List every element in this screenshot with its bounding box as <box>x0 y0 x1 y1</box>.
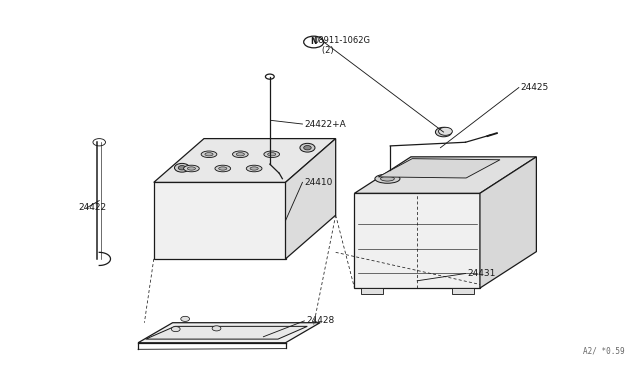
Ellipse shape <box>188 167 195 170</box>
Polygon shape <box>361 288 383 294</box>
Text: 24422+A: 24422+A <box>305 119 346 128</box>
Circle shape <box>435 127 452 137</box>
Polygon shape <box>154 182 285 259</box>
Ellipse shape <box>268 153 276 156</box>
Ellipse shape <box>250 167 258 170</box>
Circle shape <box>304 145 311 150</box>
Circle shape <box>212 326 221 331</box>
Ellipse shape <box>232 151 248 158</box>
Polygon shape <box>146 326 307 339</box>
Polygon shape <box>355 157 536 193</box>
Ellipse shape <box>445 161 468 169</box>
Circle shape <box>172 327 180 332</box>
Circle shape <box>175 163 189 172</box>
Ellipse shape <box>201 151 217 158</box>
Text: 08911-1062G
   (2): 08911-1062G (2) <box>314 36 371 55</box>
Polygon shape <box>378 158 500 178</box>
Polygon shape <box>355 193 480 288</box>
Circle shape <box>180 316 189 321</box>
Polygon shape <box>452 288 474 294</box>
Text: A2/ *0.59: A2/ *0.59 <box>582 347 624 356</box>
Ellipse shape <box>246 165 262 172</box>
Polygon shape <box>138 323 320 343</box>
Text: 24422: 24422 <box>79 203 107 212</box>
Ellipse shape <box>264 151 280 158</box>
Ellipse shape <box>205 153 213 156</box>
Circle shape <box>438 127 452 135</box>
Text: N: N <box>310 38 317 46</box>
Text: 24431: 24431 <box>467 269 496 278</box>
Ellipse shape <box>215 165 230 172</box>
Polygon shape <box>154 139 335 182</box>
Ellipse shape <box>184 165 199 172</box>
Ellipse shape <box>236 153 244 156</box>
Circle shape <box>300 143 315 152</box>
Ellipse shape <box>381 176 394 181</box>
Ellipse shape <box>219 167 227 170</box>
Ellipse shape <box>451 163 463 167</box>
Ellipse shape <box>375 174 400 183</box>
Text: 24428: 24428 <box>306 317 335 326</box>
Circle shape <box>179 166 186 170</box>
Polygon shape <box>480 157 536 288</box>
Text: 24410: 24410 <box>305 178 333 187</box>
Polygon shape <box>285 139 335 259</box>
Text: 24425: 24425 <box>521 83 549 92</box>
